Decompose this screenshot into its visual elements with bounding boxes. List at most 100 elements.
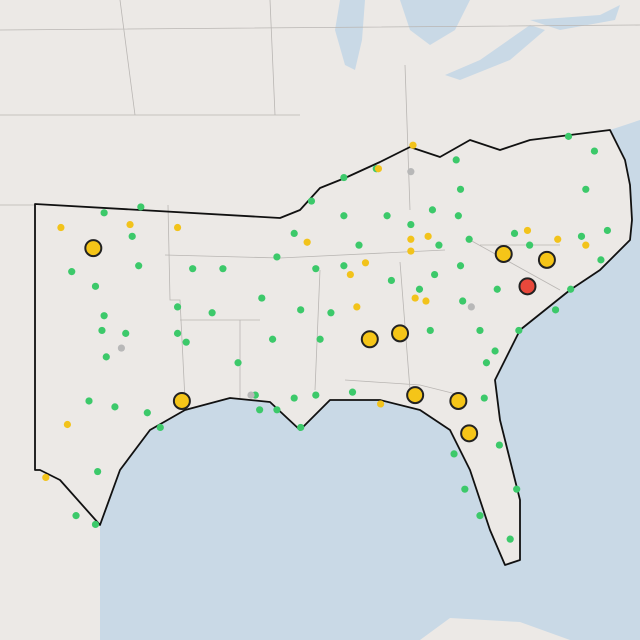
site-marker[interactable] [428, 206, 437, 214]
site-marker[interactable] [94, 467, 102, 476]
site-marker[interactable] [374, 165, 383, 173]
hub-marker[interactable] [84, 239, 103, 258]
site-marker[interactable] [98, 326, 106, 335]
site-marker[interactable] [72, 512, 80, 520]
site-marker[interactable] [312, 391, 320, 399]
site-marker[interactable] [456, 185, 465, 193]
site-marker[interactable] [346, 270, 354, 279]
site-marker[interactable] [219, 265, 227, 273]
site-marker[interactable] [554, 235, 562, 243]
site-marker[interactable] [256, 406, 264, 414]
hub-marker[interactable] [537, 250, 556, 269]
site-marker[interactable] [297, 423, 305, 432]
site-marker[interactable] [459, 297, 467, 305]
site-marker[interactable] [387, 276, 395, 285]
site-marker[interactable] [57, 223, 65, 232]
site-marker[interactable] [431, 270, 439, 279]
site-marker[interactable] [493, 285, 501, 293]
site-marker[interactable] [491, 347, 499, 355]
site-marker[interactable] [456, 262, 465, 270]
site-marker[interactable] [426, 326, 434, 335]
hub-marker[interactable] [518, 277, 537, 296]
site-marker[interactable] [340, 262, 348, 270]
site-marker[interactable] [100, 209, 108, 217]
site-marker[interactable] [135, 262, 143, 270]
site-marker[interactable] [422, 297, 430, 305]
site-marker[interactable] [513, 485, 521, 493]
site-marker[interactable] [42, 473, 50, 482]
site-marker[interactable] [377, 400, 385, 408]
site-marker[interactable] [128, 232, 136, 240]
hub-marker[interactable] [406, 386, 425, 405]
site-marker[interactable] [117, 344, 125, 352]
site-marker[interactable] [510, 229, 519, 237]
site-marker[interactable] [91, 520, 100, 529]
site-marker[interactable] [303, 238, 311, 246]
site-marker[interactable] [407, 220, 415, 229]
site-marker[interactable] [273, 406, 281, 414]
hub-marker[interactable] [460, 424, 479, 443]
site-marker[interactable] [452, 156, 460, 164]
site-marker[interactable] [122, 329, 130, 337]
site-marker[interactable] [476, 326, 484, 335]
site-marker[interactable] [407, 168, 415, 176]
site-marker[interactable] [454, 212, 462, 220]
site-marker[interactable] [290, 229, 298, 237]
site-marker[interactable] [582, 185, 590, 193]
site-marker[interactable] [312, 265, 320, 273]
hub-marker[interactable] [360, 330, 379, 349]
site-marker[interactable] [307, 197, 316, 205]
site-marker[interactable] [68, 268, 76, 276]
site-marker[interactable] [269, 335, 277, 343]
site-marker[interactable] [515, 326, 523, 335]
site-marker[interactable] [603, 226, 612, 235]
hub-marker[interactable] [172, 391, 191, 410]
site-marker[interactable] [480, 394, 488, 402]
site-marker[interactable] [361, 259, 370, 267]
site-marker[interactable] [450, 450, 458, 458]
site-marker[interactable] [173, 329, 182, 337]
site-marker[interactable] [407, 247, 415, 255]
site-marker[interactable] [91, 282, 100, 290]
site-marker[interactable] [355, 241, 363, 249]
site-marker[interactable] [63, 420, 71, 429]
site-marker[interactable] [353, 303, 361, 311]
site-marker[interactable] [173, 303, 182, 311]
site-marker[interactable] [143, 409, 151, 417]
site-marker[interactable] [577, 232, 586, 240]
site-marker[interactable] [567, 285, 575, 293]
site-marker[interactable] [182, 338, 190, 346]
site-marker[interactable] [85, 397, 93, 405]
site-marker[interactable] [247, 391, 255, 399]
site-marker[interactable] [102, 353, 110, 361]
site-marker[interactable] [137, 203, 145, 211]
site-marker[interactable] [467, 303, 475, 311]
site-marker[interactable] [506, 535, 514, 543]
site-marker[interactable] [189, 265, 197, 273]
site-marker[interactable] [234, 359, 242, 367]
site-marker[interactable] [327, 309, 335, 317]
site-marker[interactable] [590, 147, 599, 155]
site-marker[interactable] [435, 241, 443, 249]
site-marker[interactable] [465, 235, 473, 243]
site-marker[interactable] [407, 235, 415, 243]
site-marker[interactable] [415, 285, 424, 293]
site-marker[interactable] [482, 359, 491, 367]
site-marker[interactable] [564, 132, 573, 140]
site-marker[interactable] [100, 312, 108, 320]
site-marker[interactable] [526, 241, 534, 249]
site-marker[interactable] [551, 306, 560, 314]
hub-marker[interactable] [391, 324, 410, 343]
site-marker[interactable] [523, 226, 532, 235]
site-marker[interactable] [348, 388, 357, 396]
site-marker[interactable] [582, 241, 590, 249]
site-marker[interactable] [156, 423, 164, 432]
site-marker[interactable] [476, 512, 484, 520]
site-marker[interactable] [126, 220, 134, 229]
hub-marker[interactable] [449, 391, 468, 410]
site-marker[interactable] [290, 394, 298, 402]
site-marker[interactable] [258, 294, 266, 302]
site-marker[interactable] [316, 335, 324, 343]
site-marker[interactable] [173, 223, 182, 232]
site-marker[interactable] [383, 212, 391, 220]
